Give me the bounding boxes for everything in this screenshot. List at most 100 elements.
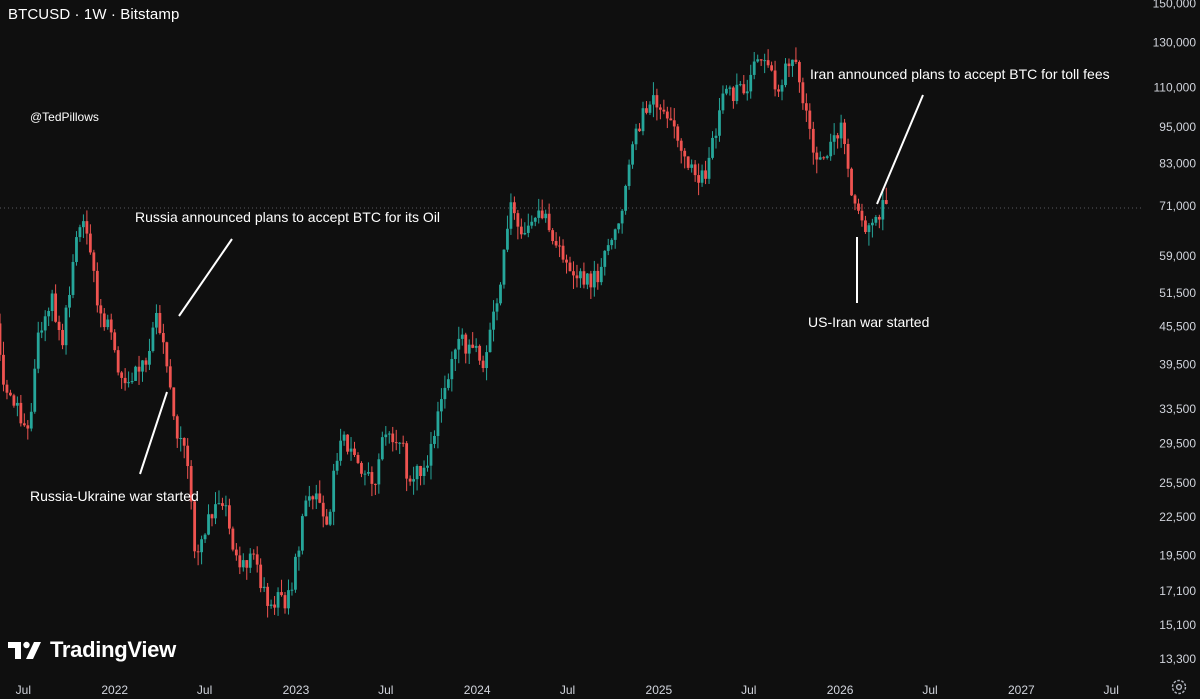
candle-44 (151, 321, 155, 353)
candle-8 (26, 420, 30, 440)
candle-189 (655, 88, 659, 121)
candle-167 (579, 268, 582, 288)
candle-51 (175, 414, 179, 448)
candle-10 (33, 359, 37, 414)
candle-53 (182, 437, 186, 459)
candle-166 (575, 264, 579, 288)
candle-175 (606, 238, 610, 256)
candle-194 (672, 108, 676, 139)
candle-106 (367, 462, 370, 476)
candle-164 (568, 256, 572, 272)
x-axis[interactable]: Jul 2022 Jul 2023 Jul 2024 Jul 2025 Jul 2026 Jul 20… (16, 683, 1119, 697)
candle-138 (478, 344, 482, 365)
candle-50 (172, 387, 176, 420)
candle-107 (370, 466, 374, 497)
candle-76 (262, 577, 266, 592)
candle-200 (693, 160, 697, 182)
candle-210 (728, 85, 732, 96)
candle-141 (488, 322, 492, 353)
candle-61 (210, 513, 214, 527)
candle-37 (127, 371, 130, 388)
chart-title[interactable]: BTCUSD · 1W · Bitstamp (8, 6, 180, 23)
candle-249 (864, 215, 867, 234)
candle-154 (533, 216, 537, 227)
candle-148 (512, 196, 516, 220)
gear-icon[interactable] (1170, 678, 1188, 696)
candle-93 (321, 495, 325, 528)
candle-216 (749, 64, 753, 99)
candle-20 (68, 286, 71, 318)
y-tick-label-0: 150,000 (1153, 0, 1197, 11)
candle-203 (704, 160, 707, 185)
candle-168 (582, 262, 586, 289)
y-tick-label-4: 83,000 (1159, 157, 1196, 171)
candle-217 (752, 52, 756, 80)
candle-63 (217, 490, 221, 505)
x-tick-label-8: Jul (741, 683, 756, 697)
y-tick-label-17: 13,300 (1159, 652, 1196, 666)
y-axis[interactable]: 150,000 130,000 110,000 95,000 83,000 71,000 5… (1153, 0, 1197, 666)
candle-248 (860, 203, 864, 227)
candle-254 (881, 191, 885, 231)
candle-196 (679, 138, 683, 164)
brand-watermark[interactable]: TradingView (8, 637, 176, 663)
candle-49 (168, 359, 172, 390)
candle-209 (725, 85, 728, 96)
candle-241 (836, 132, 840, 149)
candle-136 (471, 332, 475, 349)
candle-47 (161, 323, 165, 354)
candle-185 (641, 101, 645, 136)
candle-227 (787, 58, 791, 78)
candle-172 (596, 263, 600, 290)
candle-60 (207, 504, 210, 536)
candle-105 (363, 470, 367, 486)
candle-130 (450, 351, 454, 392)
candle-92 (318, 480, 322, 504)
candle-78 (269, 599, 273, 609)
candle-146 (506, 215, 509, 253)
annotation-pointer-ukraine (139, 391, 168, 475)
candle-22 (75, 231, 78, 266)
candle-87 (300, 513, 304, 555)
candle-234 (811, 121, 815, 165)
candle-85 (294, 553, 297, 593)
candle-243 (843, 118, 846, 155)
x-tick-label-5: 2024 (464, 683, 491, 697)
x-tick-label-12: Jul (1104, 683, 1119, 697)
candle-124 (429, 431, 433, 480)
candle-153 (530, 215, 534, 229)
candle-187 (648, 101, 652, 115)
candle-192 (665, 106, 669, 129)
y-tick-label-16: 15,100 (1159, 618, 1196, 632)
candle-84 (290, 582, 294, 596)
candle-152 (526, 213, 530, 238)
annotations-layer: Russia-Ukraine war started Russia announ… (30, 66, 1110, 504)
candle-219 (759, 59, 763, 66)
candle-183 (634, 123, 638, 151)
candle-198 (686, 156, 690, 171)
author-handle: @TedPillows (30, 110, 99, 124)
candle-79 (273, 596, 276, 615)
candle-67 (231, 526, 235, 552)
candle-211 (731, 86, 735, 109)
candle-151 (523, 222, 527, 236)
candle-236 (818, 151, 822, 161)
y-tick-label-11: 29,500 (1159, 437, 1196, 451)
candle-39 (134, 365, 137, 381)
candle-135 (467, 339, 471, 364)
candle-40 (137, 355, 141, 385)
candle-149 (516, 210, 520, 240)
candle-225 (780, 79, 784, 101)
candle-77 (266, 582, 270, 618)
candle-12 (40, 321, 44, 339)
candle-250 (867, 223, 871, 246)
candle-43 (148, 338, 151, 371)
candle-81 (280, 579, 283, 597)
candle-231 (801, 77, 805, 110)
candle-25 (85, 210, 89, 245)
candle-45 (155, 304, 158, 335)
candle-246 (853, 194, 857, 211)
candle-83 (287, 579, 290, 615)
candle-158 (547, 203, 551, 233)
